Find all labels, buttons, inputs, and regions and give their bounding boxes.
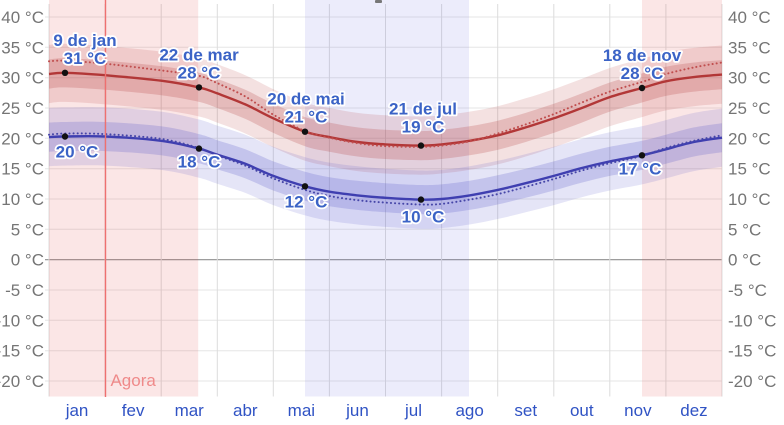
y-axis-label-left: 25 °C <box>1 99 44 118</box>
average-high-inner-band <box>49 58 722 161</box>
low-annotation-dot <box>417 196 425 203</box>
high-annotation-date: 21 de jul <box>389 100 457 119</box>
month-label-ago[interactable]: ago <box>455 401 483 420</box>
average-high-outer-band <box>49 43 722 175</box>
month-label-set[interactable]: set <box>514 401 537 420</box>
month-label-nov[interactable]: nov <box>624 401 652 420</box>
warm-season-left-band <box>49 0 199 397</box>
low-annotation-value: 20 °C <box>56 143 99 162</box>
high-annotation-date: 9 de jan <box>53 31 116 50</box>
high-annotation-value: 19 °C <box>402 118 445 137</box>
high-annotation-date: 22 de mar <box>159 45 239 64</box>
y-axis-label-right: 20 °C <box>728 129 771 148</box>
y-axis-label-left: -10 °C <box>0 311 44 330</box>
y-axis-label-right: 0 °C <box>728 251 761 270</box>
high-annotation-dot <box>417 142 425 149</box>
y-axis-label-left: 30 °C <box>1 69 44 88</box>
y-axis-label-left: -15 °C <box>0 342 44 361</box>
high-annotation-value: 21 °C <box>285 108 328 127</box>
low-annotation-value: 17 °C <box>619 159 662 178</box>
high-annotation-value: 31 °C <box>64 49 107 68</box>
low-annotation-value: 10 °C <box>402 208 445 227</box>
y-axis-label-right: 5 °C <box>728 220 761 239</box>
month-label-out[interactable]: out <box>570 401 594 420</box>
month-label-jul[interactable]: jul <box>404 401 422 420</box>
month-label-fev[interactable]: fev <box>122 401 145 420</box>
y-axis-label-right: -10 °C <box>728 311 776 330</box>
month-label-mar[interactable]: mar <box>175 401 205 420</box>
cropped-title-text <box>375 0 382 3</box>
high-annotation-dot <box>638 84 646 92</box>
y-axis-label-right: -15 °C <box>728 342 776 361</box>
average-low-outer-band <box>49 107 722 229</box>
high-annotation-dot <box>195 84 203 91</box>
y-axis-label-right: 35 °C <box>728 38 771 57</box>
high-annotation-date: 20 de mai <box>267 90 345 109</box>
average-low-inner-band <box>49 121 722 215</box>
y-axis-label-right: 25 °C <box>728 99 771 118</box>
high-annotation-dot <box>61 69 69 77</box>
month-label-mai[interactable]: mai <box>288 401 315 420</box>
warm-season-right-band <box>642 0 722 397</box>
y-axis-label-left: 0 °C <box>11 251 44 270</box>
y-axis-label-left: 40 °C <box>1 8 44 27</box>
high-dotted-line <box>48 59 723 148</box>
month-label-dez[interactable]: dez <box>680 401 707 420</box>
low-annotation-value: 12 °C <box>285 192 328 211</box>
month-label-jan[interactable]: jan <box>65 401 89 420</box>
low-annotation-dot <box>638 152 646 159</box>
high-annotation-value: 28 °C <box>178 63 221 82</box>
y-axis-label-left: 10 °C <box>1 190 44 209</box>
now-label: Agora <box>110 371 156 390</box>
y-axis-label-left: 5 °C <box>11 220 44 239</box>
y-axis-label-right: 15 °C <box>728 160 771 179</box>
y-axis-label-left: 15 °C <box>1 160 44 179</box>
high-annotation-value: 28 °C <box>621 64 664 83</box>
low-annotation-value: 18 °C <box>178 153 221 172</box>
y-axis-label-left: -20 °C <box>0 372 44 391</box>
low-annotation-dot <box>61 133 69 140</box>
y-axis-label-right: 40 °C <box>728 8 771 27</box>
low-annotation-dot <box>195 145 203 152</box>
y-axis-label-left: 35 °C <box>1 38 44 57</box>
y-axis-label-right: 10 °C <box>728 190 771 209</box>
high-annotation-dot <box>301 128 309 135</box>
y-axis-label-left: -5 °C <box>5 281 44 300</box>
y-axis-label-left: 20 °C <box>1 129 44 148</box>
y-axis-label-right: 30 °C <box>728 69 771 88</box>
y-axis-label-right: -20 °C <box>728 372 776 391</box>
high-annotation-date: 18 de nov <box>603 46 682 65</box>
month-label-jun[interactable]: jun <box>345 401 369 420</box>
low-annotation-dot <box>301 183 309 190</box>
month-label-abr[interactable]: abr <box>233 401 258 420</box>
y-axis-label-right: -5 °C <box>728 281 767 300</box>
